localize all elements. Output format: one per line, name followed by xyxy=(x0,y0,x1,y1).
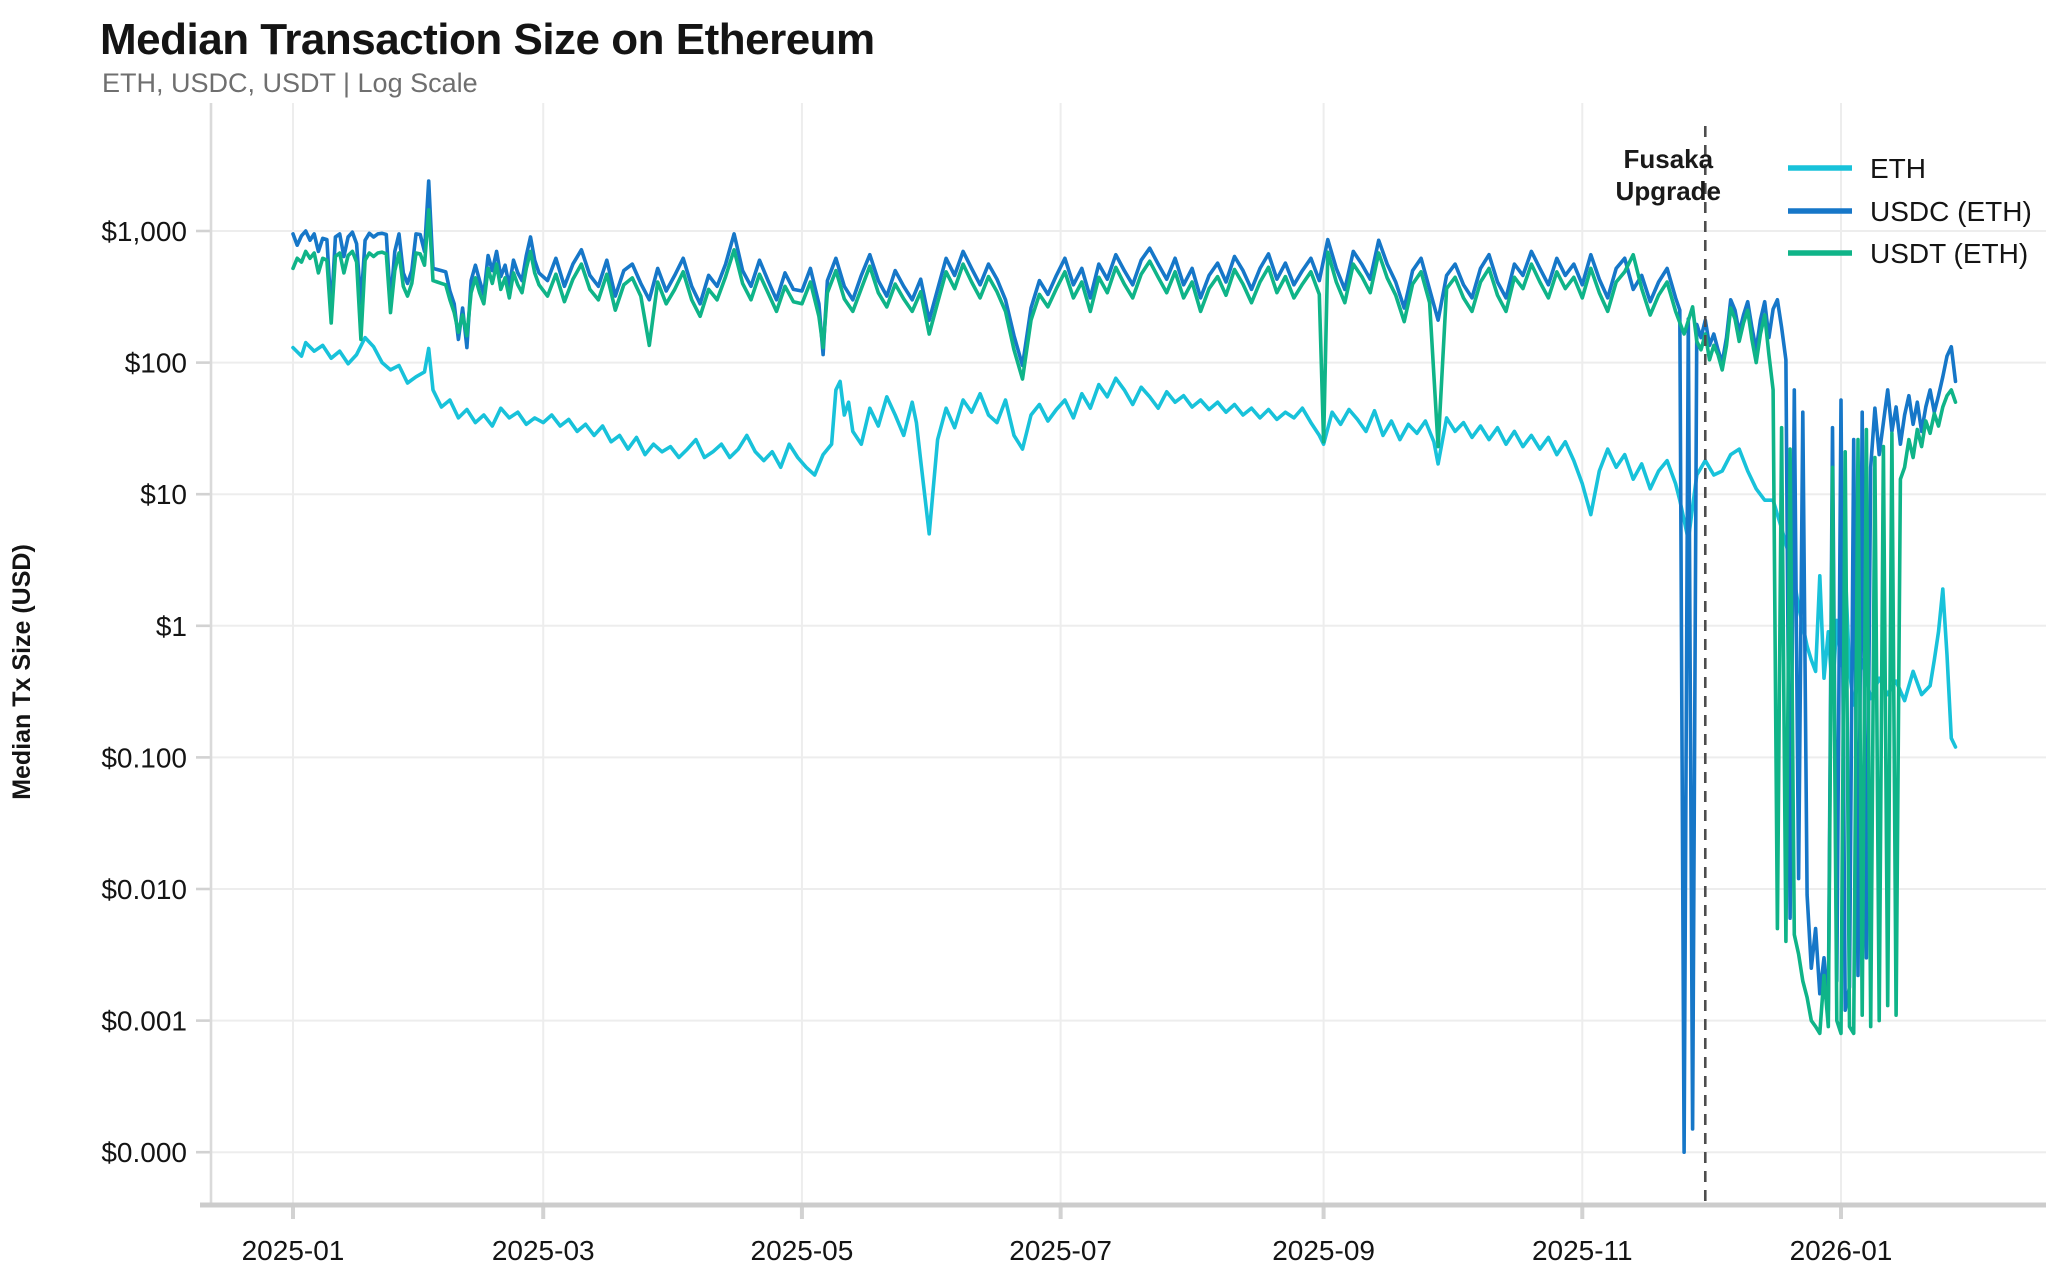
x-tick-label: 2025-01 xyxy=(242,1235,345,1266)
data-series xyxy=(291,179,1958,1154)
y-axis-title: Median Tx Size (USD) xyxy=(8,544,36,800)
x-tick-label: 2025-03 xyxy=(492,1235,595,1266)
legend-item-usdt-eth: USDT (ETH) xyxy=(1788,238,2028,269)
axes: $1,000 $100 $10 $1 $0.100 $0.010 $0.001 $0.000 2… xyxy=(101,103,2046,1266)
y-tick-label: $0.000 xyxy=(101,1137,187,1168)
annotation-layer: Fusaka Upgrade xyxy=(1616,126,1721,1205)
legend-label: ETH xyxy=(1870,153,1926,184)
y-tick-label: $1,000 xyxy=(101,216,187,247)
y-tick-label: $0.001 xyxy=(101,1006,187,1037)
annotation-label-line1: Fusaka xyxy=(1623,144,1713,174)
x-tick-label: 2025-11 xyxy=(1532,1235,1633,1266)
legend-item-eth: ETH xyxy=(1788,153,1926,184)
legend: ETH USDC (ETH) USDT (ETH) xyxy=(1788,153,2032,269)
x-tick-label: 2025-07 xyxy=(1009,1235,1112,1266)
y-tick-label: $0.010 xyxy=(101,874,187,905)
x-tick-label: 2025-09 xyxy=(1272,1235,1375,1266)
annotation-label-line2: Upgrade xyxy=(1616,176,1721,206)
y-tick-label: $10 xyxy=(140,479,187,510)
y-tick-label: $100 xyxy=(125,348,187,379)
legend-label: USDC (ETH) xyxy=(1870,196,2032,227)
legend-label: USDT (ETH) xyxy=(1870,238,2028,269)
series-line-eth xyxy=(291,335,1958,749)
x-tick-label: 2026-01 xyxy=(1790,1235,1893,1266)
legend-item-usdc-eth: USDC (ETH) xyxy=(1788,196,2032,227)
series-line-usdc-eth xyxy=(291,179,1958,1154)
series-line-usdt-eth xyxy=(291,208,1958,1036)
x-tick-label: 2025-05 xyxy=(751,1235,854,1266)
page-subtitle: ETH, USDC, USDT | Log Scale xyxy=(102,68,478,98)
page-title: Median Transaction Size on Ethereum xyxy=(100,15,875,64)
y-tick-label: $1 xyxy=(156,611,187,642)
y-tick-label: $0.100 xyxy=(101,742,187,773)
